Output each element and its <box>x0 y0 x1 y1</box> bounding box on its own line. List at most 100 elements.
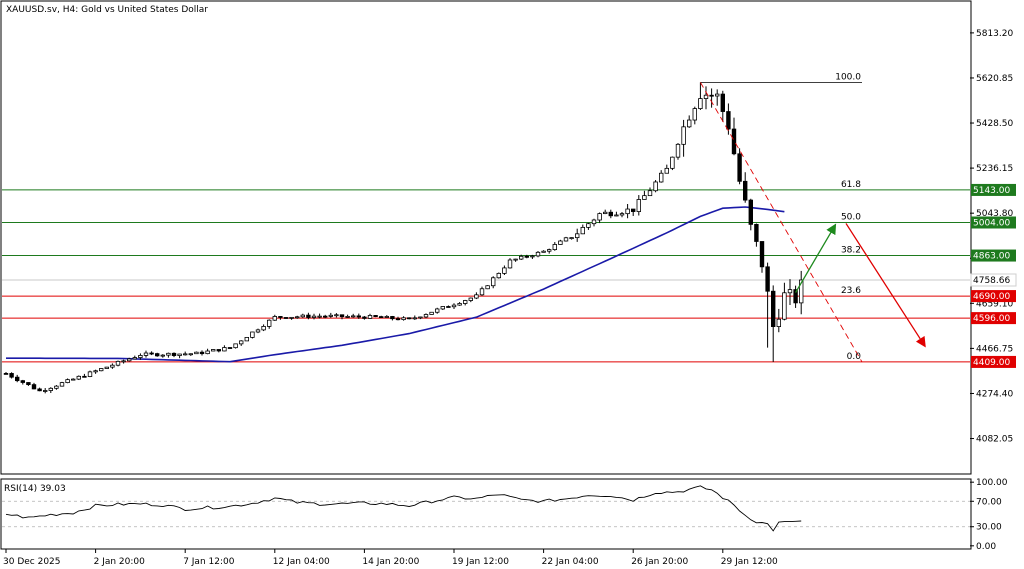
candle-body <box>227 347 233 349</box>
candle-body <box>59 382 65 387</box>
candle-body <box>519 255 524 260</box>
candle-body <box>647 190 653 197</box>
candle-body <box>334 314 339 317</box>
time-tick-label: 22 Jan 04:00 <box>542 557 599 567</box>
candle-body <box>115 360 121 366</box>
candle-body <box>166 352 171 356</box>
candle-body <box>692 108 697 121</box>
level-badge-label: 5004.00 <box>973 219 1010 229</box>
level-badge <box>971 355 1016 368</box>
candle-body <box>748 199 753 225</box>
candle-body <box>14 376 20 382</box>
candle-body <box>636 199 641 212</box>
current-price-label: 4758.66 <box>973 276 1010 286</box>
level-badge <box>971 249 1016 262</box>
candle-body <box>726 111 731 130</box>
candle-body <box>43 390 48 392</box>
candle-body <box>614 214 619 217</box>
time-tick-label: 29 Jan 12:00 <box>721 557 778 567</box>
candle-body <box>530 255 535 258</box>
rsi-tick-label: 0.00 <box>976 542 996 552</box>
candle-body <box>580 226 585 235</box>
fib-trendline <box>700 82 863 363</box>
time-tick-label: 26 Jan 20:00 <box>631 557 688 567</box>
candle-body <box>619 213 625 216</box>
candle-body <box>799 279 804 304</box>
candle-body <box>244 337 249 342</box>
rsi-tick-label: 100.00 <box>976 478 1008 488</box>
fib-level-label: 23.6 <box>841 286 861 296</box>
candle-body <box>210 349 216 352</box>
candle-body <box>345 316 350 318</box>
price-tick-label: 5043.80 <box>976 209 1013 219</box>
price-panel[interactable]: 100.0 61.8 50.0 38.2 23.6 0.0 XAUUSD.sv, H4: … <box>0 0 972 475</box>
price-tick-label: 4659.10 <box>976 299 1013 309</box>
rsi-title: RSI(14) 39.03 <box>4 484 66 494</box>
candle-body <box>76 375 81 380</box>
level-badge-label: 4863.00 <box>973 252 1010 262</box>
candle-body <box>154 353 160 357</box>
candle-body <box>339 314 345 318</box>
candle-body <box>289 316 294 319</box>
candle-body <box>238 340 244 345</box>
candle-body <box>65 379 70 384</box>
candle-body <box>670 156 675 169</box>
candle-body <box>659 172 664 183</box>
time-tick-label: 12 Jan 04:00 <box>273 557 330 567</box>
price-tick-label: 5813.20 <box>976 29 1013 39</box>
fib-level-label: 38.2 <box>841 246 861 256</box>
candle-body <box>496 272 501 279</box>
candle-body <box>715 93 720 97</box>
candle-body <box>507 259 513 269</box>
time-tick-label: 7 Jan 12:00 <box>183 557 235 567</box>
candle-body <box>87 371 93 377</box>
candle-body <box>233 343 238 349</box>
candle-body <box>272 316 277 321</box>
candle-body <box>143 352 149 356</box>
candle-body <box>451 304 457 308</box>
candle-body <box>664 167 669 174</box>
candle-body <box>378 316 384 318</box>
rsi-panel[interactable]: RSI(14) 39.03 <box>0 478 972 550</box>
candle-body <box>418 316 423 319</box>
candle-body <box>541 250 546 253</box>
candle-body <box>182 353 188 356</box>
candle-body <box>99 368 104 372</box>
current-price-badge <box>970 273 1017 287</box>
rsi-levels <box>2 500 970 528</box>
candle-body <box>675 143 681 158</box>
candle-body <box>474 294 479 299</box>
level-badge-label: 4596.00 <box>973 314 1010 324</box>
candle-body <box>502 267 507 274</box>
candle-body <box>625 208 630 215</box>
candle-body <box>485 285 490 290</box>
candle-body <box>317 315 322 318</box>
candle-body <box>132 357 137 360</box>
candle-body <box>261 325 266 331</box>
candle-body <box>20 380 25 383</box>
candle-body <box>776 318 781 327</box>
candle-body <box>71 378 76 381</box>
candle-body <box>255 329 261 333</box>
candle-body <box>31 384 37 390</box>
candle-body <box>737 153 742 182</box>
arrow-up <box>795 223 837 293</box>
candle-body <box>787 289 793 294</box>
candle-body <box>9 373 14 378</box>
price-tick-label: 5620.85 <box>976 74 1013 84</box>
arrow-down <box>845 223 926 348</box>
candle-body <box>547 249 552 252</box>
candle-body <box>608 211 613 217</box>
fibonacci-retracement: 100.0 61.8 50.0 38.2 23.6 0.0 <box>700 72 863 363</box>
candle-body <box>373 315 378 317</box>
candle-body <box>759 241 765 268</box>
price-tick-label: 4274.40 <box>976 389 1013 399</box>
candle-body <box>631 208 636 212</box>
fib-level-label: 61.8 <box>841 180 861 190</box>
rsi-line <box>5 485 802 532</box>
candle-body <box>171 352 177 356</box>
candle-body <box>535 251 541 257</box>
price-tick-label: 5428.50 <box>976 119 1013 129</box>
candle-body <box>429 311 434 315</box>
